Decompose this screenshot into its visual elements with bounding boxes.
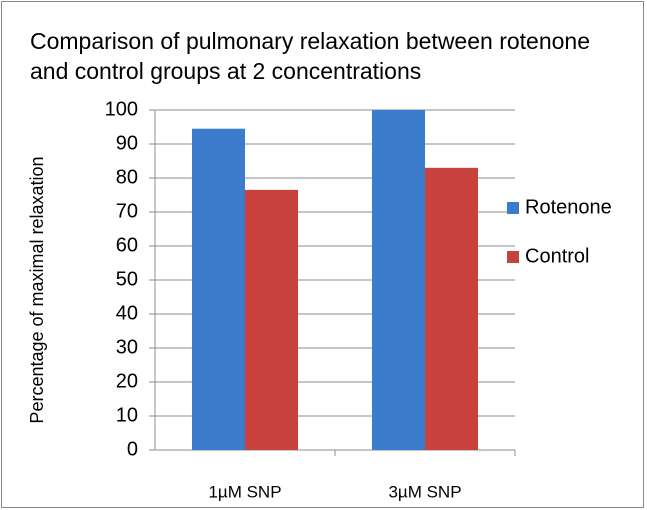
y-tick-label: 0 bbox=[127, 438, 138, 460]
x-tick-label: 3µM SNP bbox=[388, 482, 461, 501]
legend-marker bbox=[507, 251, 519, 263]
x-tick-label: 1µM SNP bbox=[208, 482, 281, 501]
y-tick-label: 60 bbox=[116, 234, 138, 256]
y-axis-label: Percentage of maximal relaxation bbox=[27, 156, 47, 423]
y-tick-label: 20 bbox=[116, 370, 138, 392]
chart-title: Comparison of pulmonary relaxation betwe… bbox=[30, 28, 590, 84]
y-tick-label: 30 bbox=[116, 336, 138, 358]
y-tick-label: 10 bbox=[116, 404, 138, 426]
legend-label: Control bbox=[525, 245, 589, 267]
legend-label: Rotenone bbox=[525, 196, 612, 218]
y-tick-label: 100 bbox=[105, 98, 138, 120]
y-tick-label: 90 bbox=[116, 132, 138, 154]
y-tick-label: 80 bbox=[116, 166, 138, 188]
y-tick-label: 70 bbox=[116, 200, 138, 222]
bar bbox=[425, 167, 478, 451]
y-tick-label: 50 bbox=[116, 268, 138, 290]
bar bbox=[245, 189, 298, 450]
bar bbox=[372, 110, 425, 450]
y-tick-label: 40 bbox=[116, 302, 138, 324]
bar bbox=[192, 128, 245, 450]
legend-marker bbox=[507, 202, 519, 214]
